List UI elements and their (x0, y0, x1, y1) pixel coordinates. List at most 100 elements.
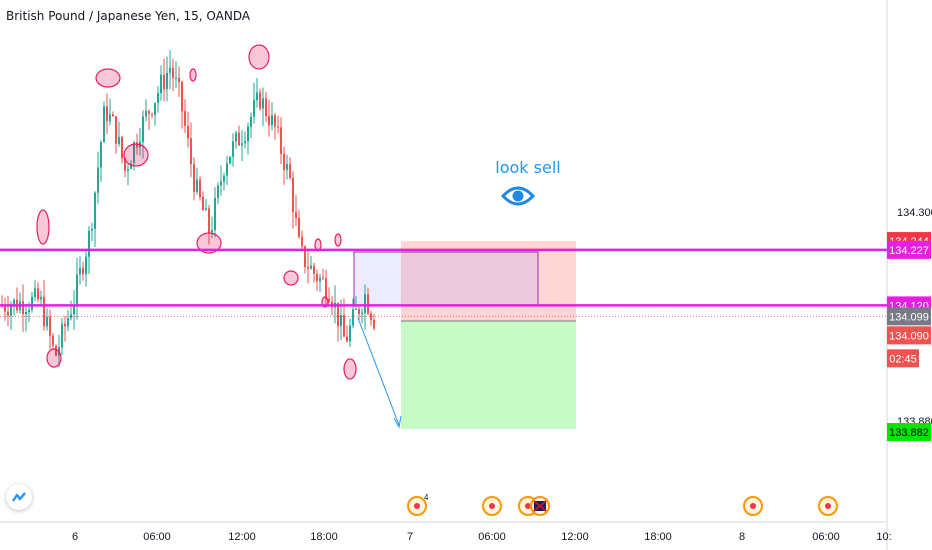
marker-ellipse (196, 232, 222, 254)
candle-body (259, 92, 261, 109)
candle-body (307, 267, 309, 269)
candle-body (175, 77, 177, 79)
candle-body (262, 98, 264, 109)
price-label-bg (887, 423, 931, 441)
candle-body (79, 267, 81, 275)
event-marker (518, 496, 550, 516)
candle-body (43, 296, 45, 327)
candle-body (10, 306, 12, 316)
candle-body (148, 110, 150, 114)
x-tick-label: 12:00 (228, 531, 256, 543)
candle-body (328, 298, 330, 302)
candle-body (55, 345, 57, 356)
candle-body (178, 77, 180, 82)
event-marker (743, 496, 763, 516)
candle-body (190, 138, 192, 164)
forecast-arrow-line (357, 317, 400, 426)
marker-ellipse (36, 209, 50, 245)
candle-body (292, 177, 294, 212)
candle-body (121, 136, 123, 159)
candle-body (151, 113, 153, 115)
candle-body (193, 163, 195, 192)
uk-flag-cross (533, 500, 547, 512)
candle-body (232, 141, 234, 157)
candle-body (94, 192, 96, 229)
candle-body (31, 296, 33, 310)
candle-body (253, 100, 255, 117)
price-label-text: 02:45 (889, 353, 917, 365)
marker-ellipse (95, 68, 121, 88)
candle-body (361, 312, 363, 315)
candle-body (49, 316, 51, 336)
event-dot (489, 503, 495, 509)
candle-body (163, 74, 165, 89)
candle-body (286, 164, 288, 170)
price-label-bg (887, 307, 931, 326)
price-label-text: 134.227 (889, 245, 929, 257)
candle-body (250, 116, 252, 127)
candle-body (343, 315, 345, 337)
price-label-last: 134.099 (887, 307, 931, 326)
marker-ellipse (343, 358, 357, 380)
candle-body (145, 110, 147, 117)
candle-body (22, 301, 24, 315)
candle-body (184, 111, 186, 126)
price-label-countdown: 02:45 (887, 349, 919, 368)
marker-ellipse (334, 233, 342, 247)
candle-body (85, 256, 87, 275)
candle-body (67, 318, 69, 327)
price-label-level: 134.227 (887, 240, 931, 259)
tradingview-logo-icon[interactable] (6, 484, 32, 510)
candle-body (133, 142, 135, 164)
marker-ellipse (46, 348, 62, 368)
candle-body (52, 335, 54, 346)
candle-body (313, 265, 315, 274)
candle-body (277, 126, 279, 128)
candle-body (355, 309, 357, 311)
candle-body (289, 164, 291, 178)
price-label-bg (887, 240, 931, 259)
candle-body (265, 98, 267, 117)
x-tick-label: 06:00 (143, 531, 171, 543)
candle-body (199, 179, 201, 198)
candle-body (319, 277, 321, 282)
candle-body (337, 302, 339, 327)
marker-ellipse (189, 68, 197, 82)
y-tick-label: 134.300 (897, 207, 932, 219)
annotation-text: look sell (495, 158, 560, 177)
candle-body (37, 288, 39, 300)
candle-body (127, 169, 129, 171)
candle-body (13, 299, 15, 307)
candle-body (142, 116, 144, 142)
candle-body (169, 67, 171, 73)
price-label-bg (887, 349, 919, 368)
candle-body (340, 315, 342, 327)
candle-body (211, 230, 213, 233)
x-tick-label: 6 (72, 531, 78, 543)
candle-body (229, 156, 231, 164)
candle-body (244, 141, 246, 144)
candle-body (106, 106, 108, 122)
candle-body (271, 115, 273, 126)
candle-body (112, 114, 114, 117)
candle-body (304, 246, 306, 268)
eye-icon (500, 186, 536, 206)
candle-body (298, 217, 300, 237)
candle-body (70, 314, 72, 319)
candle-body (322, 277, 324, 279)
candle-body (349, 325, 351, 342)
candle-body (82, 267, 84, 275)
candle-body (118, 136, 120, 144)
candle-body (241, 143, 243, 146)
candle-body (295, 211, 297, 218)
candle-body (310, 265, 312, 269)
candle-body (76, 274, 78, 305)
candle-body (91, 228, 93, 231)
candle-body (28, 309, 30, 312)
candle-body (46, 316, 48, 327)
candle-body (97, 167, 99, 193)
candle-body (187, 125, 189, 139)
price-label-target: 133.882 (887, 423, 931, 441)
